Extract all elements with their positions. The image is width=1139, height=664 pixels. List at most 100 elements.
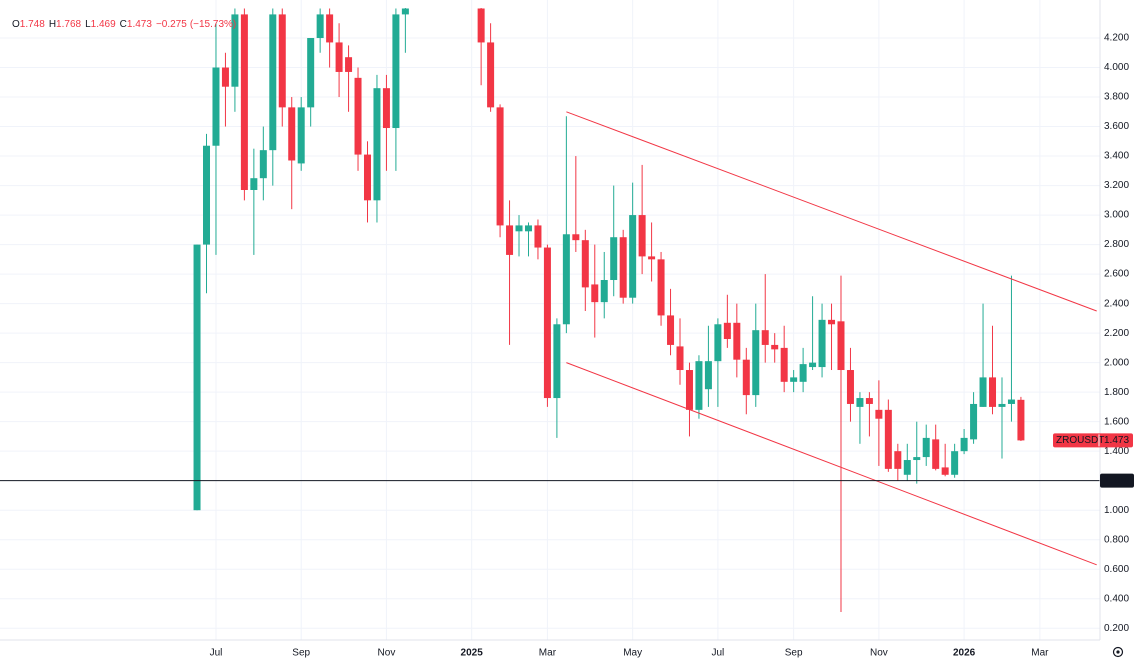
settings-icon[interactable] <box>1112 646 1124 658</box>
legend-value: 1.748 <box>20 19 45 30</box>
candle-body <box>657 259 665 316</box>
x-tick-label: Jul <box>210 648 223 659</box>
candle-body <box>723 322 731 340</box>
candle-body <box>960 437 968 452</box>
candle-body <box>581 240 589 288</box>
legend-value: 1.473 <box>127 19 152 30</box>
candle-body <box>477 8 485 43</box>
candle-body <box>771 344 779 350</box>
y-tick-label: 3.000 <box>1104 210 1129 221</box>
candle-body <box>506 225 514 255</box>
x-tick-label: Mar <box>539 648 557 659</box>
x-tick-label: 2026 <box>953 648 976 659</box>
trend-line <box>566 362 1097 566</box>
candle-body <box>288 107 296 161</box>
y-tick-label: 0.200 <box>1104 623 1129 634</box>
candle-body <box>818 319 826 368</box>
x-tick-label: May <box>623 648 642 659</box>
legend-key: C <box>120 19 127 30</box>
trend-line <box>566 111 1097 312</box>
candle-body <box>221 67 229 87</box>
candle-body <box>297 107 305 164</box>
plot-area <box>0 8 1100 613</box>
y-tick-label: 0.400 <box>1104 593 1129 604</box>
candle-body <box>515 225 523 232</box>
candle-body <box>250 178 258 190</box>
candle-body <box>913 457 921 461</box>
x-tick-label: Jul <box>711 648 724 659</box>
legend-value: 1.768 <box>56 19 81 30</box>
candle-body <box>619 237 627 298</box>
candle-body <box>524 225 532 232</box>
candle-body <box>392 14 400 129</box>
legend-change: −0.275 <box>156 19 187 30</box>
candle-body <box>828 319 836 325</box>
candle-body <box>307 38 315 108</box>
x-tick-label: Sep <box>785 648 803 659</box>
candle-body <box>259 150 267 179</box>
candle-body <box>922 437 930 458</box>
candle-body <box>941 467 949 475</box>
y-tick-label: 2.000 <box>1104 357 1129 368</box>
candle-body <box>865 398 873 404</box>
candle-body <box>401 8 409 15</box>
x-tick-label: Sep <box>292 648 310 659</box>
candle-body <box>335 42 343 72</box>
candle-body <box>1017 399 1025 441</box>
legend-key: L <box>85 19 91 30</box>
candle-body <box>193 244 201 511</box>
price-label: 1.200 <box>1104 475 1129 486</box>
candle-body <box>203 145 211 245</box>
y-tick-label: 1.600 <box>1104 416 1129 427</box>
candle-body <box>875 409 883 419</box>
candle-body <box>998 403 1006 407</box>
candle-body <box>989 377 997 407</box>
ohlc-legend: O1.748 H1.768 L1.469 C1.473 −0.275 (−15.73%) <box>12 19 236 30</box>
candle-body <box>695 361 703 410</box>
y-tick-label: 3.800 <box>1104 92 1129 103</box>
candle-body <box>562 234 570 325</box>
legend-value: 1.469 <box>91 19 116 30</box>
symbol-label-box <box>1053 433 1133 448</box>
candle-body <box>553 324 561 399</box>
candle-body <box>231 14 239 87</box>
candle-body <box>837 321 845 371</box>
y-tick-label: 2.400 <box>1104 298 1129 309</box>
candle-body <box>212 67 220 146</box>
x-tick-label: Mar <box>1031 648 1049 659</box>
candle-body <box>742 359 750 396</box>
candle-body <box>591 284 599 303</box>
candle-body <box>884 409 892 469</box>
candle-body <box>269 14 277 151</box>
candle-body <box>600 280 608 303</box>
candle-body <box>676 346 684 371</box>
x-tick-label: 2025 <box>461 648 484 659</box>
candle-body <box>932 439 940 469</box>
candle-body <box>572 234 580 241</box>
candle-body <box>1007 399 1015 404</box>
candle-body <box>733 322 741 360</box>
candle-body <box>780 347 788 382</box>
candle-body <box>685 370 693 410</box>
y-tick-label: 1.800 <box>1104 387 1129 398</box>
candle-body <box>354 77 362 155</box>
candle-body <box>543 247 551 399</box>
candle-body <box>846 370 854 404</box>
y-tick-label: 2.600 <box>1104 269 1129 280</box>
candle-body <box>345 57 353 72</box>
legend-change-percent: (−15.73%) <box>190 19 236 30</box>
candle-body <box>316 14 324 39</box>
candle-body <box>809 362 817 368</box>
candle-body <box>326 14 334 43</box>
candle-body <box>979 377 987 407</box>
candle-body <box>903 460 911 475</box>
x-tick-label: Nov <box>870 648 888 659</box>
candle-body <box>638 215 646 257</box>
last-price-label: 1.473 <box>1104 435 1129 446</box>
y-tick-label: 2.200 <box>1104 328 1129 339</box>
candle-body <box>951 451 959 475</box>
candle-body <box>752 330 760 396</box>
candle-body <box>534 225 542 248</box>
